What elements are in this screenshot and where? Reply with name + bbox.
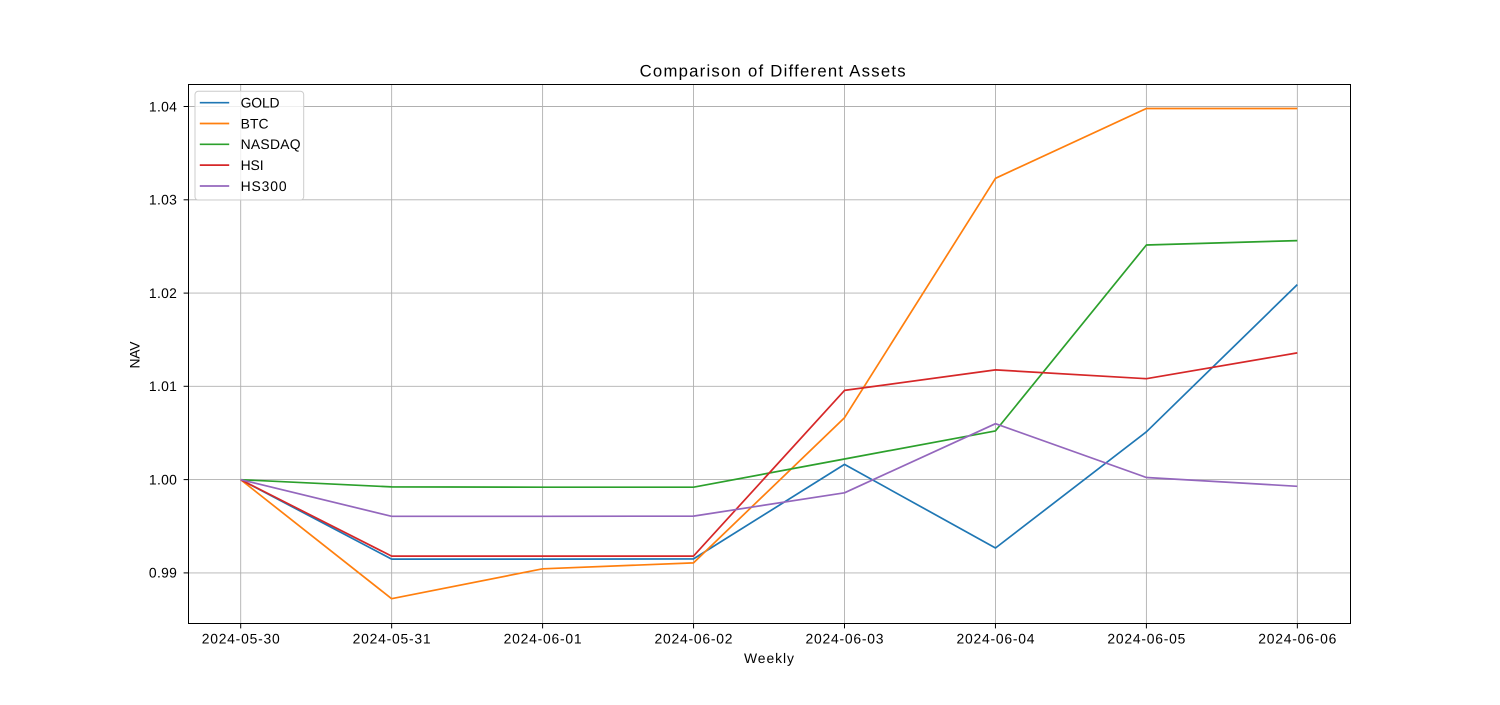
svg-text:1.01: 1.01 [149,378,177,394]
svg-text:2024-06-02: 2024-06-02 [655,631,733,647]
svg-text:Weekly: Weekly [744,650,794,666]
svg-text:2024-06-04: 2024-06-04 [957,631,1035,647]
svg-text:GOLD: GOLD [241,95,280,111]
svg-text:HS300: HS300 [241,178,287,194]
svg-text:0.99: 0.99 [149,565,177,581]
svg-text:2024-06-01: 2024-06-01 [504,631,582,647]
svg-text:BTC: BTC [241,115,269,131]
svg-text:2024-06-06: 2024-06-06 [1258,631,1336,647]
svg-text:Comparison of Different Assets: Comparison of Different Assets [640,61,906,80]
svg-text:2024-05-30: 2024-05-30 [202,631,280,647]
svg-text:HSI: HSI [241,157,264,173]
svg-text:1.02: 1.02 [149,285,177,301]
svg-text:NASDAQ: NASDAQ [241,136,301,152]
svg-text:1.00: 1.00 [149,471,177,487]
svg-text:1.04: 1.04 [149,98,177,114]
svg-text:NAV: NAV [127,341,143,369]
svg-text:2024-05-31: 2024-05-31 [353,631,431,647]
svg-text:1.03: 1.03 [149,192,177,208]
svg-text:2024-06-05: 2024-06-05 [1107,631,1185,647]
svg-text:2024-06-03: 2024-06-03 [806,631,884,647]
